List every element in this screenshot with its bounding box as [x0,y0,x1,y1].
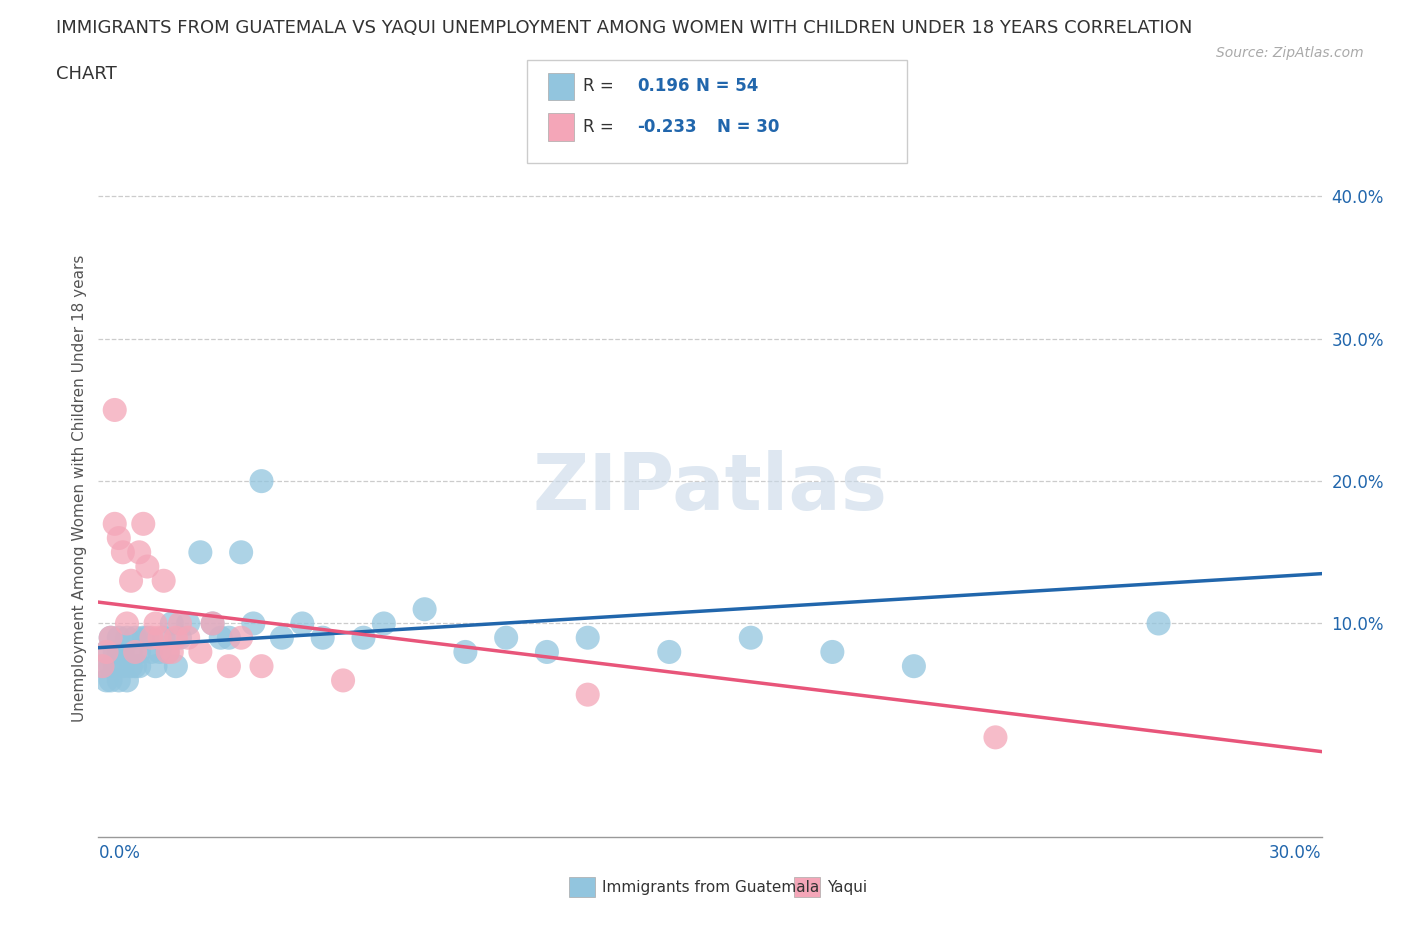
Point [124,631,146,645]
Point [231,545,253,560]
Point [91,658,114,673]
Text: 0.0%: 0.0% [98,844,141,862]
Point [100,631,122,645]
Text: Yaqui: Yaqui [827,880,868,895]
Point [124,644,146,659]
Text: N = 54: N = 54 [696,77,758,96]
Point [169,631,191,645]
Point [576,631,599,645]
Point [104,658,127,673]
Point [454,644,477,659]
Point [160,616,183,631]
Point [250,473,273,488]
Point [108,531,131,546]
Point [495,631,517,645]
Text: ZIPatlas: ZIPatlas [533,450,887,526]
Point [177,616,200,631]
Text: -0.233: -0.233 [637,118,696,137]
Point [115,631,138,645]
Point [218,658,240,673]
Text: 0.196: 0.196 [637,77,689,96]
Point [373,616,395,631]
Text: Source: ZipAtlas.com: Source: ZipAtlas.com [1216,46,1364,60]
Point [658,644,681,659]
Point [104,644,127,659]
Point [96,644,118,659]
Point [177,631,200,645]
Point [291,616,314,631]
Point [201,616,224,631]
Point [145,658,167,673]
Text: N = 30: N = 30 [717,118,779,137]
Text: R =: R = [583,77,620,96]
Point [903,658,925,673]
Point [984,730,1007,745]
Y-axis label: Unemployment Among Women with Children Under 18 years: Unemployment Among Women with Children U… [72,255,87,722]
Point [188,644,212,659]
Point [536,644,558,659]
Point [136,559,159,574]
Text: Immigrants from Guatemala: Immigrants from Guatemala [602,880,820,895]
Point [104,516,127,531]
Point [91,658,114,673]
Point [115,673,138,688]
Point [152,573,174,588]
Point [132,516,155,531]
Point [156,644,179,659]
Point [312,631,335,645]
Point [111,658,134,673]
Point [413,602,436,617]
Point [740,631,762,645]
Point [352,631,374,645]
Text: 30.0%: 30.0% [1270,844,1322,862]
Point [108,644,131,659]
Point [108,631,131,645]
Text: R =: R = [583,118,620,137]
Point [156,644,179,659]
Point [209,631,232,645]
Point [332,673,354,688]
Point [160,644,183,659]
Point [145,616,167,631]
Point [100,631,122,645]
Point [821,644,844,659]
Point [108,673,131,688]
Point [576,687,599,702]
Point [96,673,118,688]
Point [96,644,118,659]
Text: IMMIGRANTS FROM GUATEMALA VS YAQUI UNEMPLOYMENT AMONG WOMEN WITH CHILDREN UNDER : IMMIGRANTS FROM GUATEMALA VS YAQUI UNEMP… [56,19,1192,36]
Point [169,616,191,631]
Point [120,658,142,673]
Point [242,616,264,631]
Point [218,631,240,645]
Point [128,644,150,659]
Text: CHART: CHART [56,65,117,83]
Point [124,658,146,673]
Point [136,631,159,645]
Point [132,631,155,645]
Point [152,631,174,645]
Point [100,658,122,673]
Point [250,658,273,673]
Point [1147,616,1170,631]
Point [120,573,142,588]
Point [128,658,150,673]
Point [165,658,187,673]
Point [100,673,122,688]
Point [270,631,294,645]
Point [111,545,134,560]
Point [188,545,212,560]
Point [149,631,172,645]
Point [231,631,253,645]
Point [201,616,224,631]
Point [111,644,134,659]
Point [149,644,172,659]
Point [165,631,187,645]
Point [115,616,138,631]
Point [141,631,163,645]
Point [128,545,150,560]
Point [120,644,142,659]
Point [141,644,163,659]
Point [104,403,127,418]
